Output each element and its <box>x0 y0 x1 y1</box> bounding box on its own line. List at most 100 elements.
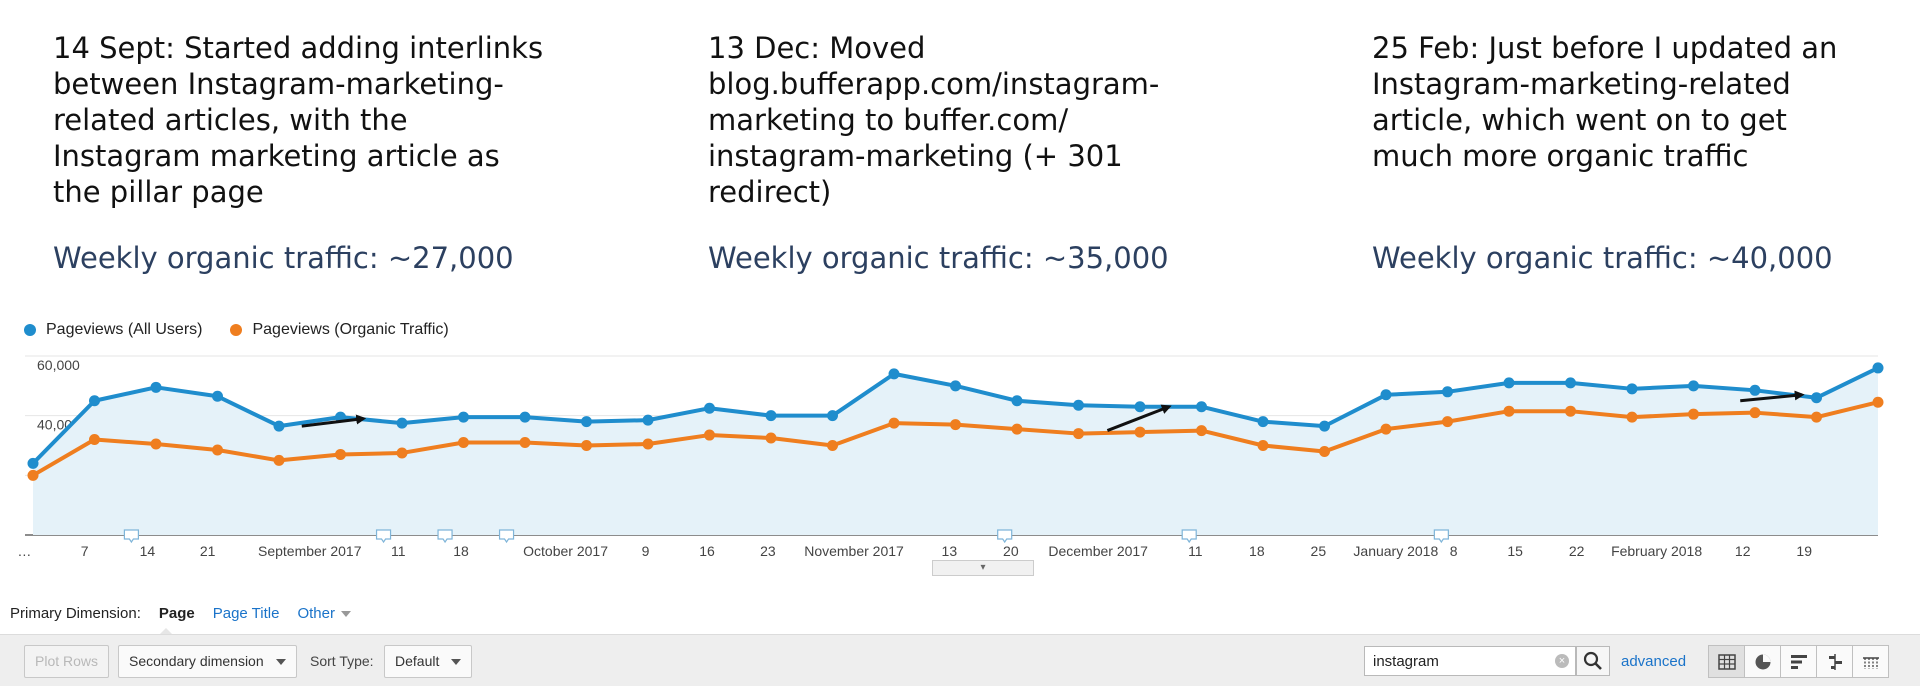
secondary-dimension-label: Secondary dimension <box>129 653 264 669</box>
x-tick-label: 23 <box>760 543 776 559</box>
data-point <box>827 440 838 451</box>
legend-item-organic[interactable]: Pageviews (Organic Traffic) <box>230 321 449 339</box>
data-point <box>519 411 531 423</box>
annotation-marker-icon[interactable] <box>1181 529 1197 544</box>
table-grid-icon <box>1717 653 1736 670</box>
data-point <box>581 440 592 451</box>
data-point <box>1011 423 1023 435</box>
x-tick-label: January 2018 <box>1353 543 1438 559</box>
table-toolbar: Plot Rows Secondary dimension Sort Type:… <box>0 634 1920 686</box>
annotation-marker-icon[interactable] <box>997 529 1013 544</box>
data-point <box>888 417 900 429</box>
annotation-marker-icon[interactable] <box>375 529 392 544</box>
data-point <box>335 448 346 460</box>
data-point <box>519 437 531 449</box>
chart-collapse-toggle[interactable]: ▾ <box>932 560 1034 576</box>
data-point <box>642 438 654 450</box>
x-tick-label: 7 <box>81 543 89 559</box>
data-point <box>396 417 408 429</box>
data-point <box>27 457 39 469</box>
data-point <box>1811 411 1822 423</box>
secondary-dimension-dropdown[interactable]: Secondary dimension <box>118 645 297 678</box>
legend-label: Pageviews (All Users) <box>46 321 203 338</box>
search-button[interactable] <box>1576 646 1610 676</box>
data-point <box>888 368 900 380</box>
data-point <box>1811 392 1822 404</box>
data-point <box>704 402 715 414</box>
x-tick-label: 22 <box>1569 543 1585 559</box>
data-point <box>458 437 469 449</box>
data-point <box>1503 377 1515 389</box>
data-point <box>1503 405 1515 417</box>
x-tick-label: 12 <box>1735 543 1751 559</box>
legend-item-all-users[interactable]: Pageviews (All Users) <box>24 321 202 339</box>
data-point <box>458 411 469 423</box>
legend-dot <box>230 324 243 336</box>
clear-icon[interactable]: × <box>1555 654 1569 668</box>
chevron-down-icon <box>275 659 286 666</box>
annotation-arrow <box>1106 404 1172 432</box>
data-point <box>150 381 162 393</box>
annotation-traffic: Weekly organic traffic: ~35,000 <box>708 241 1169 275</box>
annotation-marker-icon[interactable] <box>437 529 453 544</box>
data-point <box>1196 401 1207 413</box>
data-point <box>1749 384 1761 396</box>
view-comparison-button[interactable] <box>1816 645 1853 678</box>
search-input[interactable] <box>1365 647 1551 675</box>
data-point <box>642 414 654 426</box>
dimension-option-page-title[interactable]: Page Title <box>212 605 280 622</box>
annotation-marker-icon[interactable] <box>498 529 515 544</box>
comparison-icon <box>1828 653 1842 670</box>
x-tick-label: … <box>17 543 31 559</box>
active-dimension-pointer <box>158 628 174 636</box>
view-switcher <box>1708 645 1889 678</box>
x-tick-label: 21 <box>200 543 216 559</box>
plot-rows-button[interactable]: Plot Rows <box>24 645 110 678</box>
search-field: × <box>1364 646 1576 676</box>
data-point <box>1196 425 1207 437</box>
annotation-marker-icon[interactable] <box>1433 529 1449 544</box>
data-point <box>1626 383 1638 395</box>
sort-type-dropdown[interactable]: Default <box>384 645 473 678</box>
view-performance-button[interactable] <box>1780 645 1817 678</box>
advanced-link[interactable]: advanced <box>1621 653 1687 670</box>
annotation-arrow <box>1740 390 1805 403</box>
data-point <box>704 429 715 441</box>
x-tick-label: 8 <box>1450 543 1458 559</box>
chevron-down-icon <box>341 611 352 618</box>
data-point <box>1319 445 1330 457</box>
annotation-text: 25 Feb: Just before I updated an Instagr… <box>1372 31 1838 173</box>
view-pie-button[interactable] <box>1744 645 1781 678</box>
data-point <box>1380 423 1392 435</box>
x-tick-label: 18 <box>453 543 469 559</box>
data-point <box>1073 428 1084 440</box>
x-tick-label: 11 <box>1188 543 1203 559</box>
x-tick-label: 15 <box>1507 543 1523 559</box>
bar-chart-icon <box>1790 654 1807 669</box>
chart-legend: Pageviews (All Users) Pageviews (Organic… <box>24 321 449 339</box>
data-point <box>1073 399 1084 411</box>
data-point <box>1257 440 1269 451</box>
data-point <box>1319 420 1330 432</box>
data-point <box>827 410 838 422</box>
dimension-option-other[interactable]: Other <box>297 605 352 622</box>
data-point <box>1134 401 1146 413</box>
chevron-down-icon <box>451 659 462 666</box>
view-pivot-button[interactable] <box>1852 645 1889 678</box>
area-fill-all-users <box>33 367 1878 535</box>
view-table-button[interactable] <box>1708 645 1745 678</box>
annotation-marker-icon[interactable] <box>123 529 139 544</box>
data-point <box>1134 426 1146 438</box>
x-tick-label: 16 <box>699 543 715 559</box>
data-point <box>1442 386 1453 398</box>
data-point <box>1749 407 1761 419</box>
data-point <box>581 416 592 428</box>
x-tick-label: December 2017 <box>1048 543 1148 559</box>
search-icon <box>1583 651 1602 670</box>
annotation-arrow <box>301 414 367 428</box>
data-point <box>273 454 285 466</box>
data-point <box>1442 416 1453 428</box>
dimension-option-page[interactable]: Page <box>158 605 195 622</box>
annotation-sept: 14 Sept: Started adding interlinks betwe… <box>53 30 573 275</box>
data-point <box>950 419 961 431</box>
